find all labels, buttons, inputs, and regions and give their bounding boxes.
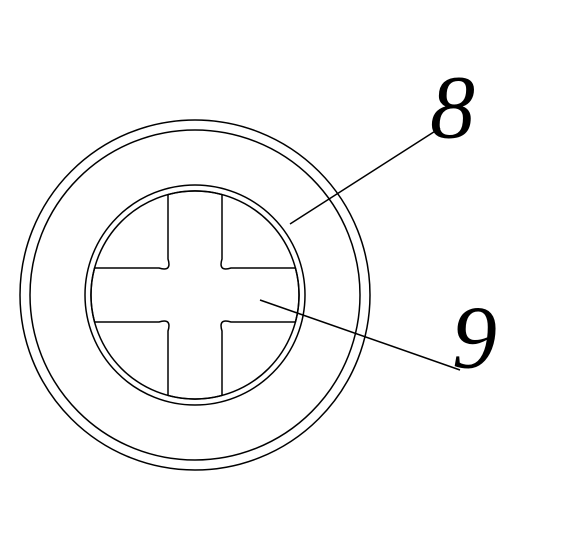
technical-diagram: 89 — [0, 0, 566, 543]
diagram-svg: 89 — [0, 0, 566, 543]
cross-spokes — [91, 191, 299, 399]
label-9: 9 — [452, 289, 497, 388]
label-8: 8 — [430, 59, 475, 158]
inner-ring-outer — [85, 185, 305, 405]
inner-ring-inner — [91, 191, 299, 399]
outer-ring-inner — [30, 130, 360, 460]
outer-ring-outer — [20, 120, 370, 470]
leader-line-8 — [290, 128, 440, 224]
